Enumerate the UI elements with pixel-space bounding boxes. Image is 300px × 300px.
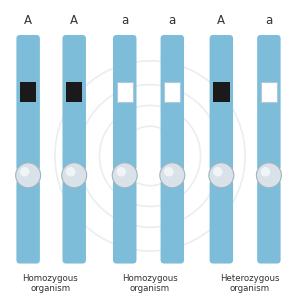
FancyBboxPatch shape [16,180,40,263]
FancyBboxPatch shape [62,180,86,263]
Ellipse shape [213,167,223,176]
FancyBboxPatch shape [160,35,184,170]
Bar [66,82,82,102]
FancyBboxPatch shape [16,35,40,170]
Ellipse shape [256,163,281,188]
FancyBboxPatch shape [160,180,184,263]
Bar [117,82,133,102]
Ellipse shape [112,163,137,188]
FancyBboxPatch shape [257,180,281,263]
Text: Heterozygous
organism: Heterozygous organism [220,274,279,293]
Text: A: A [24,14,32,27]
Ellipse shape [16,163,41,188]
FancyBboxPatch shape [210,180,233,263]
FancyBboxPatch shape [62,35,86,170]
Ellipse shape [209,163,234,188]
Text: a: a [169,14,176,27]
Text: A: A [70,14,78,27]
Bar [164,82,181,102]
Bar [261,82,277,102]
Ellipse shape [164,167,173,176]
FancyBboxPatch shape [257,35,281,170]
Bar [213,82,230,102]
Ellipse shape [20,167,29,176]
Text: a: a [265,14,272,27]
Ellipse shape [261,167,270,176]
Text: A: A [217,14,225,27]
Text: a: a [121,14,128,27]
FancyBboxPatch shape [210,35,233,170]
FancyBboxPatch shape [113,180,136,263]
Ellipse shape [66,167,76,176]
Bar [20,82,36,102]
FancyBboxPatch shape [113,35,136,170]
Ellipse shape [116,167,126,176]
Text: Homozygous
organism: Homozygous organism [22,274,78,293]
Text: Homozygous
organism: Homozygous organism [122,274,178,293]
Ellipse shape [160,163,185,188]
Ellipse shape [62,163,87,188]
